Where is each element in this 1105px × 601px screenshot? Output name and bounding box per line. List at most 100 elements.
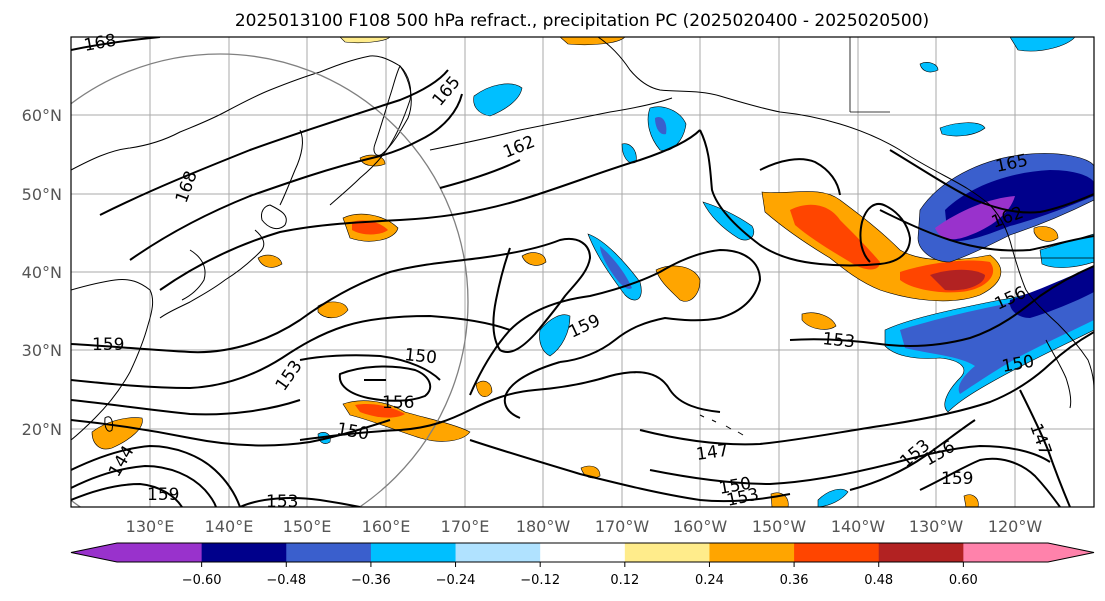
- coastline-japan: [159, 229, 265, 319]
- colorbar-tick-label: 0.60: [949, 573, 978, 588]
- contour-line: [889, 149, 1094, 214]
- longitude-label: 160°E: [362, 517, 411, 536]
- colorbar-segment: [878, 543, 964, 562]
- colorbar-segment: [455, 543, 541, 562]
- precip-positive-area: [963, 494, 979, 507]
- precip-negative-area: [939, 122, 986, 137]
- coastline-hokkaido: [261, 204, 287, 230]
- contour-line: [469, 248, 762, 396]
- contour-line: [129, 93, 463, 261]
- coastline-china: [71, 279, 154, 441]
- precip-negative-core: [655, 116, 667, 135]
- coastline-aleutians: [429, 97, 673, 151]
- map-frame: [70, 36, 1095, 508]
- contour-label: 150: [403, 345, 437, 368]
- contour-line: [71, 314, 511, 390]
- longitude-label: 170°W: [595, 517, 650, 536]
- colorbar-tick-label: −0.12: [520, 573, 560, 588]
- longitude-label: 120°W: [988, 517, 1043, 536]
- coastline-korea: [181, 249, 206, 301]
- contour-label: 159: [941, 469, 973, 489]
- border-alaska-canada: [849, 37, 890, 113]
- precip-positive-area: [801, 312, 837, 330]
- coastline-sakhalin: [279, 129, 303, 206]
- contour-line: [503, 361, 561, 419]
- colorbar-segment: [117, 543, 203, 562]
- colorbar-outline: [70, 542, 1095, 563]
- precip-negative-core: [600, 246, 632, 289]
- contour-line: [469, 439, 791, 503]
- colorbar: −0.60 −0.48 −0.36 −0.24 −0.12 0.12 0.24 0.36 0.4…: [70, 542, 1095, 588]
- latitude-label: 30°N: [22, 341, 62, 360]
- colorbar-segment: [540, 543, 626, 562]
- colorbar-segment: [963, 543, 1049, 562]
- colorbar-segment: [286, 543, 372, 562]
- contour-line: [649, 444, 1051, 486]
- contour-line: [849, 419, 976, 491]
- contour-label: 153: [266, 492, 298, 512]
- contour-label: 156: [382, 393, 414, 413]
- coastline-north-america: [1011, 247, 1094, 391]
- precip-strong-core: [930, 269, 985, 291]
- longitude-label: 130°E: [126, 517, 175, 536]
- precip-negative-area: [817, 488, 849, 507]
- contour-line: [71, 482, 183, 507]
- contour-line: [239, 497, 361, 507]
- coastline-kamchatka: [373, 65, 412, 156]
- longitude-labels: 130°E 140°E 150°E 160°E 170°E 180°W 170°W 160°W…: [126, 517, 1043, 536]
- coastlines: [71, 37, 1094, 441]
- contour-line: [71, 238, 592, 354]
- colorbar-tick-label: 0.12: [610, 573, 639, 588]
- contour-line: [639, 331, 1094, 446]
- contour-line: [439, 159, 521, 189]
- precip-negative-area: [919, 62, 939, 73]
- contour-line: [159, 129, 701, 291]
- precip-positive-core: [352, 220, 388, 235]
- precip-positive-area: [91, 417, 143, 450]
- contour-line: [789, 265, 1094, 347]
- precip-positive-core: [355, 404, 405, 418]
- latitude-label: 60°N: [22, 106, 62, 125]
- contour-label: 147: [695, 441, 730, 465]
- latitude-label: 20°N: [22, 420, 62, 439]
- longitude-label: 160°W: [673, 517, 728, 536]
- precip-positive-area: [521, 252, 547, 266]
- colorbar-tick-label: 0.24: [695, 573, 724, 588]
- colorbar-segment: [794, 543, 880, 562]
- precip-positive-area: [475, 380, 493, 397]
- contour-line: [71, 464, 217, 507]
- contour-line: [299, 371, 721, 441]
- contour-line: [919, 457, 1061, 507]
- colorbar-extend-min: [71, 543, 117, 562]
- longitude-label: 140°W: [831, 517, 886, 536]
- latitude-label: 40°N: [22, 263, 62, 282]
- islands-hawaii: [699, 414, 744, 436]
- contour-line: [879, 209, 1094, 252]
- colorbar-tick-label: −0.48: [266, 573, 306, 588]
- precip-shading: [91, 37, 1094, 507]
- contour-label: 153: [821, 329, 855, 352]
- longitude-label: 130°W: [909, 517, 964, 536]
- precip-positive-area: [317, 301, 349, 319]
- precip-positive-area: [359, 154, 386, 167]
- contour-line: [71, 399, 301, 416]
- longitude-label: 140°E: [205, 517, 254, 536]
- precip-strong-negative-core: [1009, 266, 1094, 318]
- colorbar-segment: [624, 543, 710, 562]
- colorbar-tick-label: 0.48: [864, 573, 893, 588]
- contour-line: [699, 129, 912, 267]
- colorbar-tick-label: −0.24: [436, 573, 476, 588]
- precip-negative-area: [473, 83, 523, 117]
- colorbar-segment: [201, 543, 287, 562]
- contour-line: [99, 69, 449, 216]
- refractivity-contours: [71, 37, 1094, 507]
- precip-negative-area: [539, 314, 571, 357]
- coastline-baja: [1045, 339, 1072, 409]
- contour-label: 159: [147, 485, 179, 505]
- colorbar-tick-label: −0.60: [182, 573, 222, 588]
- colorbar-tick-label: 0.36: [780, 573, 809, 588]
- contour-line: [338, 365, 432, 402]
- contour-line: [71, 444, 241, 507]
- contour-line: [1019, 389, 1071, 507]
